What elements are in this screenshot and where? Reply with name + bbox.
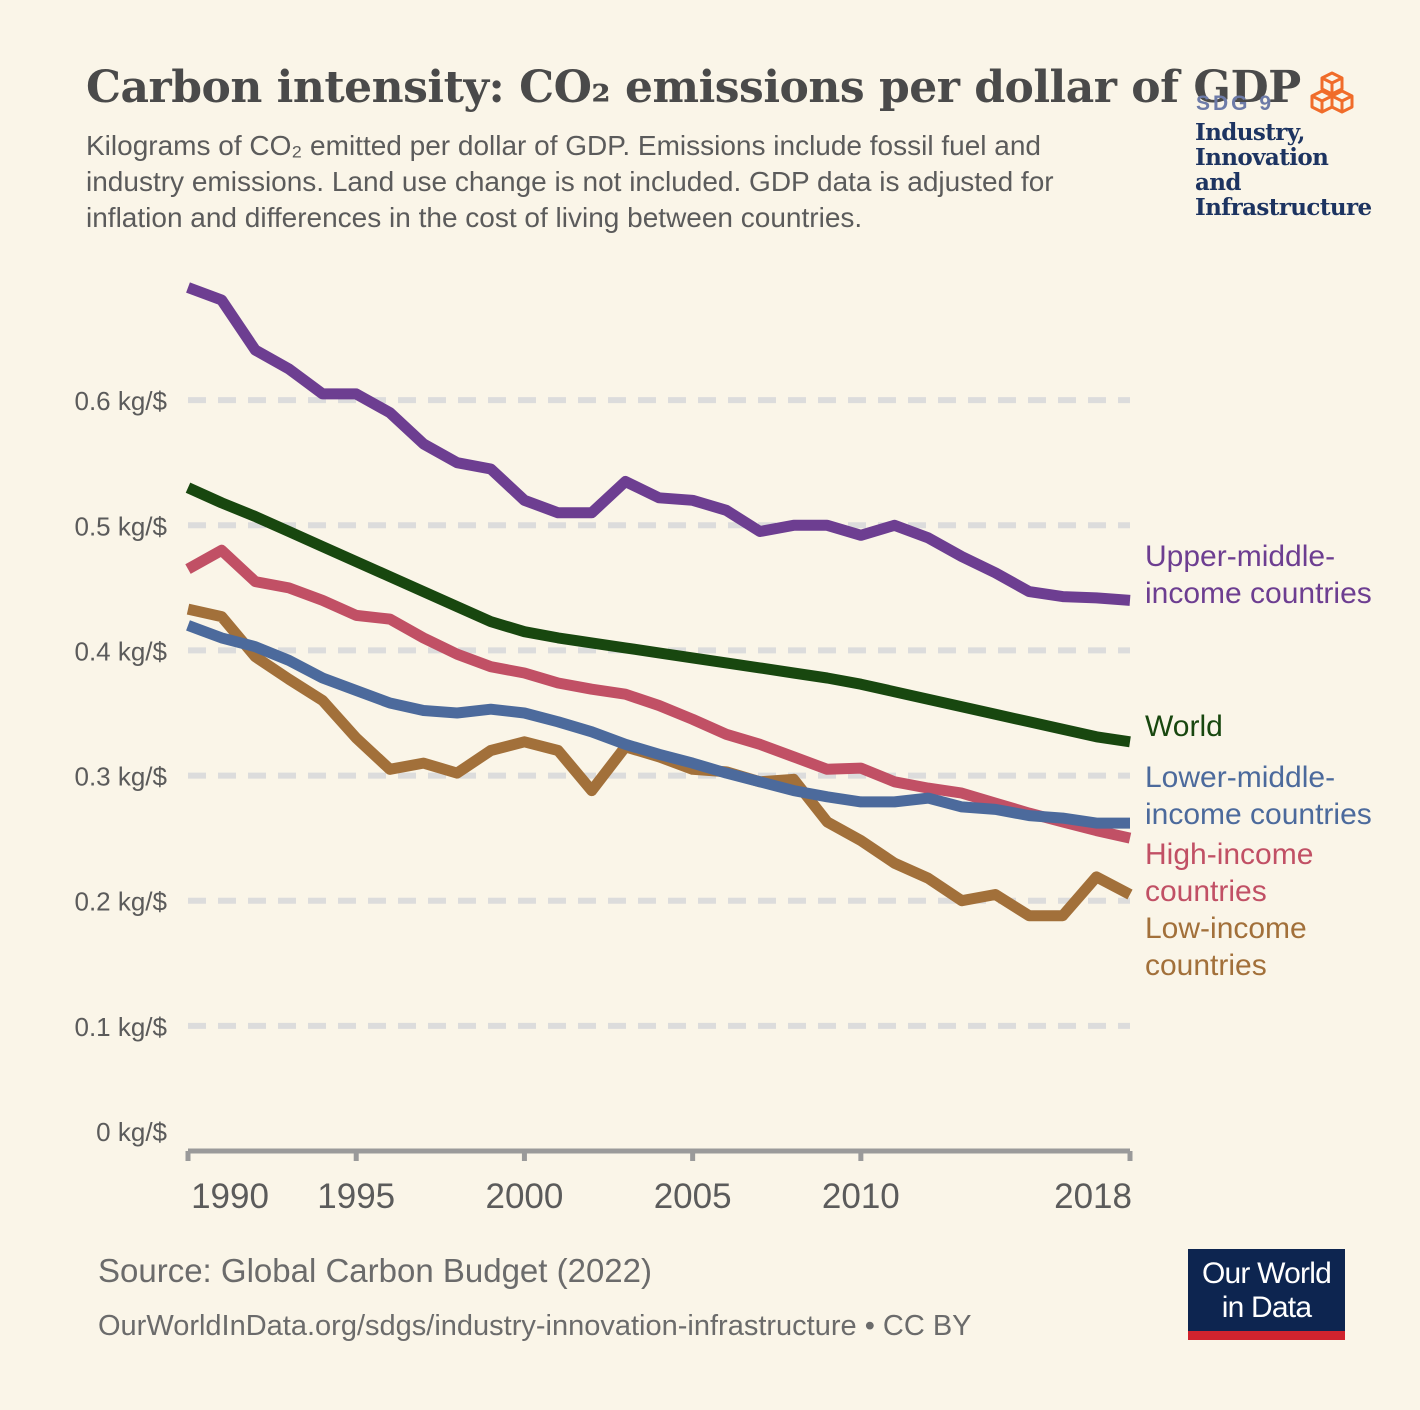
series-label-high: High-income xyxy=(1145,838,1313,871)
series-label-lower-middle: Lower-middle- xyxy=(1145,761,1335,794)
sdg-cubes-icon xyxy=(1310,71,1354,114)
x-tick-label: 1990 xyxy=(191,1177,269,1216)
series-label-upper-middle: Upper-middle- xyxy=(1145,540,1335,573)
y-tick-label: 0.5 kg/$ xyxy=(74,511,167,541)
series-lines xyxy=(185,282,1133,922)
x-tick-label: 2018 xyxy=(1054,1177,1132,1216)
series-line-world[interactable] xyxy=(185,482,1131,748)
series-label-high: countries xyxy=(1145,875,1267,908)
x-tick-label: 2005 xyxy=(654,1177,732,1216)
y-tick-label: 0.1 kg/$ xyxy=(74,1012,167,1042)
series-line-lower-middle[interactable] xyxy=(186,620,1130,829)
series-label-low: Low-income xyxy=(1145,912,1307,945)
series-line-high[interactable] xyxy=(185,544,1132,844)
sdg-label: SDG 9 xyxy=(1196,92,1275,115)
owid-logo-line2: in Data xyxy=(1221,1291,1312,1324)
sdg-name: Industry, Innovation and Infrastructure xyxy=(1195,119,1372,221)
y-tick-label: 0.4 kg/$ xyxy=(74,636,167,666)
x-tick-label: 2000 xyxy=(485,1177,563,1216)
y-tick-label: 0.3 kg/$ xyxy=(74,762,167,792)
y-tick-label: 0 kg/$ xyxy=(96,1117,167,1147)
x-tick-label: 2010 xyxy=(822,1177,900,1216)
series-labels: Upper-middle-income countries World Lower-… xyxy=(1145,540,1372,982)
owid-logo-line1: Our World xyxy=(1202,1257,1332,1290)
series-line-upper-middle[interactable] xyxy=(186,282,1131,606)
y-tick-label: 0.6 kg/$ xyxy=(74,386,167,416)
y-axis-labels: 0 kg/$ 0.1 kg/$ 0.2 kg/$ 0.3 kg/$ 0.4 kg/$ 0.… xyxy=(74,386,167,1147)
footer-url[interactable]: OurWorldInData.org/sdgs/industry-innovat… xyxy=(98,1310,972,1342)
x-tick-label: 1995 xyxy=(317,1177,395,1216)
chart-subtitle: Kilograms of CO₂ emitted per dollar of G… xyxy=(86,130,1054,233)
y-tick-label: 0.2 kg/$ xyxy=(74,887,167,917)
chart-title: Carbon intensity: CO₂ emissions per doll… xyxy=(86,62,1301,113)
series-label-low: countries xyxy=(1145,949,1267,982)
series-label-upper-middle: income countries xyxy=(1145,577,1372,610)
owid-logo[interactable]: Our World in Data xyxy=(1188,1249,1345,1340)
series-label-lower-middle: income countries xyxy=(1145,798,1372,831)
x-axis-labels: 1990 1995 2000 2005 2010 2018 xyxy=(191,1177,1132,1216)
grid-layer xyxy=(188,397,1130,1029)
x-axis xyxy=(185,1148,1133,1161)
source-note: Source: Global Carbon Budget (2022) xyxy=(98,1252,653,1289)
line-chart: 0 kg/$ 0.1 kg/$ 0.2 kg/$ 0.3 kg/$ 0.4 kg/$ 0.… xyxy=(74,282,1372,1216)
series-label-world: World xyxy=(1145,710,1223,743)
